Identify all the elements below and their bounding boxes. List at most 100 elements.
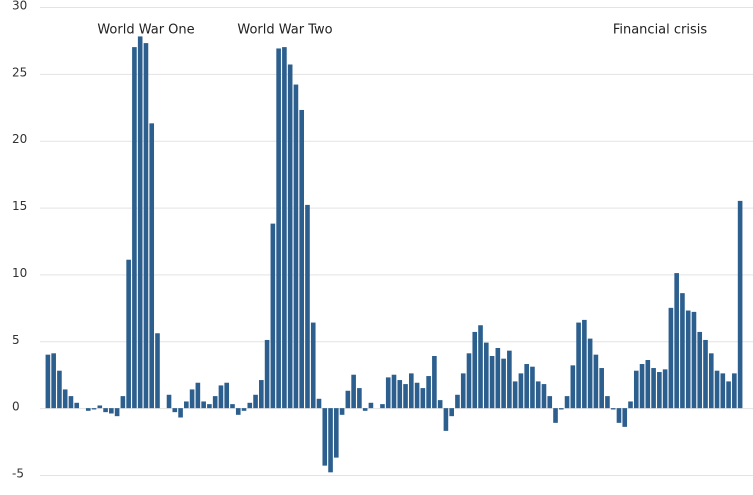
bar (85, 408, 91, 411)
bar (178, 408, 183, 418)
bar (610, 408, 616, 410)
bar (691, 311, 697, 409)
bar (310, 322, 316, 409)
bar (645, 360, 651, 409)
bar (172, 408, 178, 413)
bar (524, 364, 529, 409)
bar (662, 369, 668, 409)
bar (120, 396, 126, 409)
bar (235, 408, 241, 415)
bar (530, 366, 535, 409)
bar (357, 388, 362, 409)
bar (345, 390, 351, 409)
bar (253, 394, 258, 409)
bar (605, 396, 610, 409)
bar (651, 368, 656, 409)
bar (443, 408, 449, 431)
bar (507, 350, 512, 409)
bar (587, 338, 593, 409)
bar (282, 47, 287, 409)
bar (449, 408, 454, 417)
bar (576, 322, 581, 409)
bar (408, 373, 414, 409)
bar (599, 368, 604, 409)
bar (270, 223, 276, 409)
bar (351, 374, 356, 409)
bar (103, 408, 108, 413)
bar (616, 408, 622, 423)
bar (633, 370, 639, 409)
bar (230, 404, 235, 409)
bar (293, 84, 299, 409)
bar (45, 354, 51, 409)
bar (109, 408, 114, 414)
bar (518, 373, 524, 409)
annotation: World War Two (237, 23, 332, 38)
bar (362, 408, 368, 411)
bar (334, 408, 339, 458)
bar (460, 373, 466, 409)
bar (582, 319, 587, 409)
bar (489, 355, 495, 409)
bar (703, 339, 708, 409)
y-tick-label: 25 (12, 65, 27, 79)
bar (149, 123, 155, 409)
bar (714, 370, 720, 409)
bar (143, 43, 149, 409)
bar (322, 408, 328, 466)
annotation: Financial crisis (613, 23, 708, 38)
y-tick-label: 20 (12, 132, 27, 146)
bar (622, 408, 628, 427)
y-tick-label: 5 (12, 333, 20, 347)
bar (68, 396, 74, 409)
bar (74, 402, 80, 409)
bar (432, 355, 437, 409)
bar (737, 200, 743, 409)
bar (276, 48, 281, 409)
bar (541, 384, 547, 409)
bar (189, 389, 195, 409)
bar (593, 354, 599, 409)
bar (553, 408, 558, 423)
bar (247, 402, 253, 409)
bar (455, 394, 460, 409)
bar (380, 404, 385, 409)
bar (726, 381, 731, 409)
bar (62, 389, 68, 409)
bar (680, 293, 685, 409)
bar (339, 408, 345, 415)
bar (472, 331, 478, 409)
bar (535, 381, 541, 409)
annotation: World War One (97, 23, 194, 38)
bar (51, 353, 56, 409)
bar (201, 401, 206, 409)
bar (137, 36, 143, 409)
bar (126, 259, 131, 409)
bar (414, 382, 420, 409)
bar (328, 408, 333, 473)
bar (166, 394, 172, 409)
bar (674, 273, 679, 409)
y-tick-label: 10 (12, 266, 27, 280)
bar (697, 331, 703, 409)
bar (628, 401, 633, 409)
bar (97, 405, 103, 409)
bar (91, 408, 97, 410)
bar (57, 370, 62, 409)
y-tick-label: -5 (12, 467, 24, 481)
bar (195, 382, 201, 409)
bar (264, 339, 270, 409)
bar (668, 307, 674, 409)
bar (212, 396, 218, 409)
bar (570, 365, 576, 409)
bar (639, 364, 645, 409)
bar (305, 204, 310, 409)
bar (708, 353, 714, 409)
bar (720, 373, 726, 409)
y-tick-label: 30 (12, 0, 27, 13)
y-tick-label: 15 (12, 199, 27, 213)
bar (259, 380, 264, 409)
bar (483, 342, 489, 409)
bar (403, 384, 408, 409)
